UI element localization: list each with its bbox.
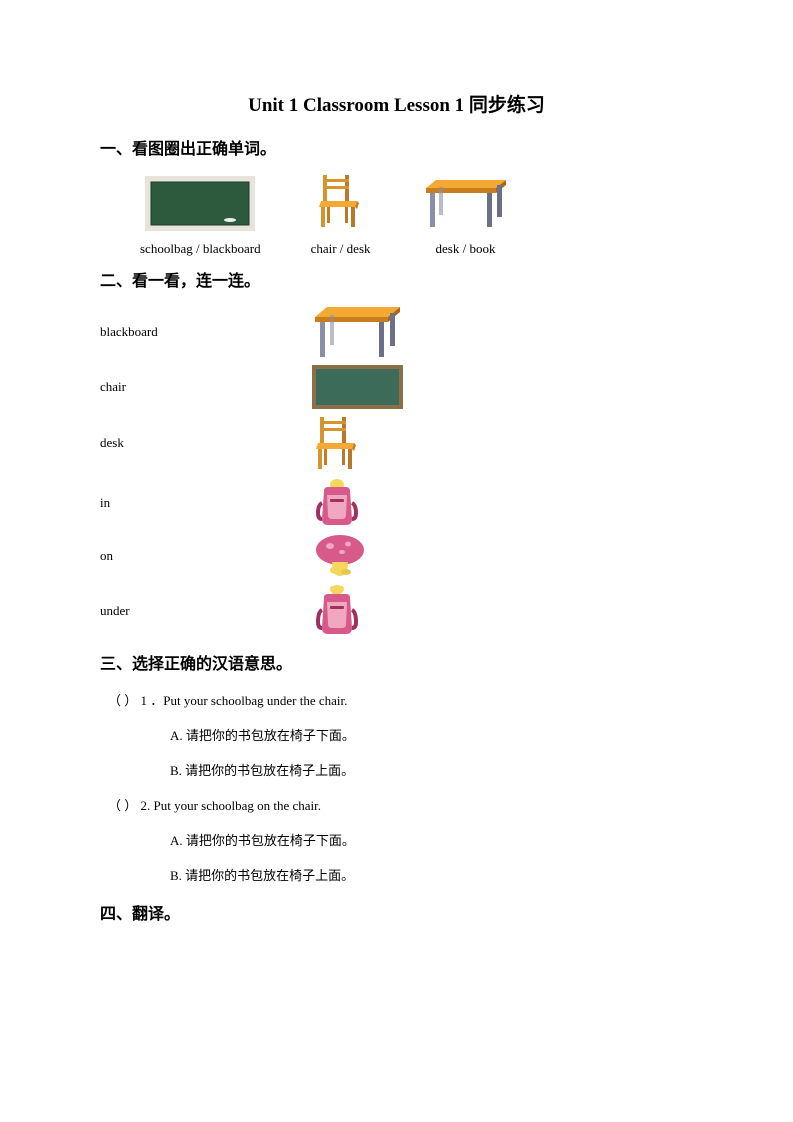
mushroom-icon	[310, 532, 370, 580]
section2-row: blackboard	[100, 303, 693, 361]
section1-item: desk / book	[421, 176, 511, 257]
section1-item: chair / desk	[311, 171, 371, 257]
caption: desk / book	[436, 241, 496, 257]
question-option: B. 请把你的书包放在椅子上面。	[170, 865, 693, 884]
schoolbag2-icon	[310, 582, 365, 640]
section2-row: desk	[100, 413, 693, 473]
match-label: under	[100, 603, 170, 619]
section2-row: chair	[100, 363, 693, 411]
match-label: in	[100, 495, 170, 511]
chair-icon	[310, 413, 365, 473]
match-label: desk	[100, 435, 170, 451]
page-title: Unit 1 Classroom Lesson 1 同步练习	[100, 90, 693, 117]
schoolbag-icon	[310, 475, 365, 530]
section2-row: on	[100, 532, 693, 580]
match-label: blackboard	[100, 324, 170, 340]
section1-item: schoolbag / blackboard	[140, 176, 261, 257]
question-option: B. 请把你的书包放在椅子上面。	[170, 760, 693, 779]
caption: chair / desk	[311, 241, 371, 257]
blackboard-icon	[310, 363, 405, 411]
section2-heading: 二、看一看，连一连。	[100, 267, 693, 291]
section3-heading: 三、选择正确的汉语意思。	[100, 650, 693, 674]
match-label: chair	[100, 379, 170, 395]
blackboard-photo-icon	[145, 176, 255, 231]
chair-icon	[313, 171, 368, 231]
section2-row: under	[100, 582, 693, 640]
caption: schoolbag / blackboard	[140, 241, 261, 257]
section1-row: schoolbag / blackboard chair / desk	[100, 171, 693, 257]
section1-heading: 一、看图圈出正确单词。	[100, 135, 693, 159]
desk-icon	[310, 303, 405, 361]
section2-row: in	[100, 475, 693, 530]
question-prompt: （ ） 2. Put your schoolbag on the chair.	[108, 795, 693, 814]
question-option: A. 请把你的书包放在椅子下面。	[170, 725, 693, 744]
question-prompt: （ ） 1 ．Put your schoolbag under the chai…	[108, 690, 693, 709]
desk-icon	[421, 176, 511, 231]
section4-heading: 四、翻译。	[100, 900, 693, 924]
match-label: on	[100, 548, 170, 564]
question-option: A. 请把你的书包放在椅子下面。	[170, 830, 693, 849]
